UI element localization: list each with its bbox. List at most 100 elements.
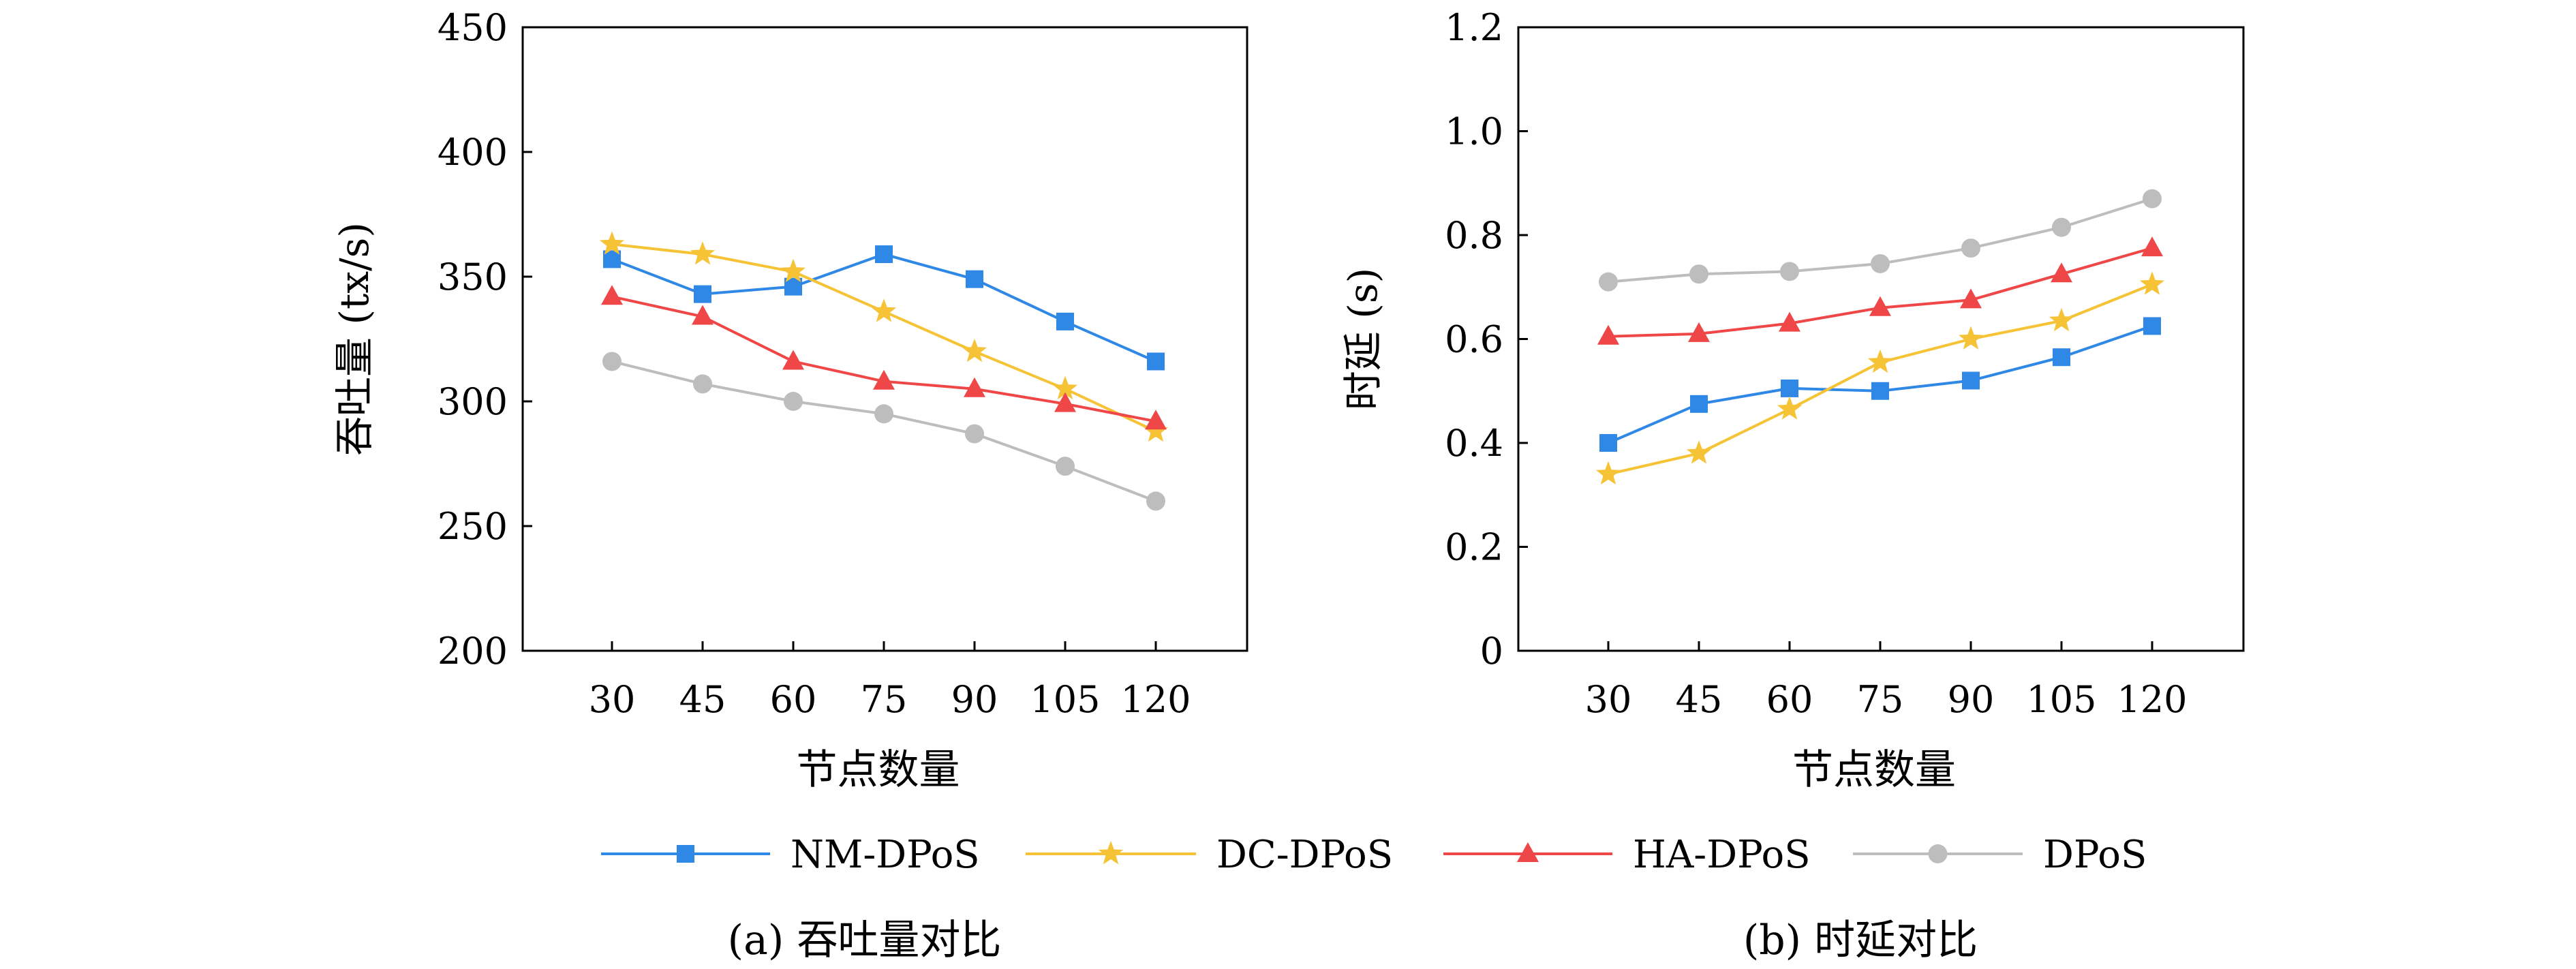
data-point xyxy=(1686,440,1712,464)
x-tick-label: 75 xyxy=(861,678,908,721)
x-tick-label: 45 xyxy=(679,678,726,721)
data-point xyxy=(1779,311,1800,332)
data-point xyxy=(1867,349,1893,373)
plot-frame xyxy=(1517,26,2245,652)
series-nm-dpos xyxy=(1599,317,2161,452)
data-point xyxy=(2051,262,2072,283)
legend-marker xyxy=(677,845,694,863)
data-point xyxy=(1599,272,1618,292)
legend-item-dc-dpos: DC-DPoS xyxy=(1026,833,1393,877)
legend-item-ha-dpos: HA-DPoS xyxy=(1443,833,1811,877)
x-tick-label: 120 xyxy=(2117,678,2187,721)
series-dc-dpos xyxy=(599,231,1169,442)
data-point xyxy=(1143,418,1169,442)
x-tick-label: 60 xyxy=(770,678,817,721)
data-point xyxy=(962,338,987,363)
data-point xyxy=(1145,410,1167,430)
data-point xyxy=(1595,461,1621,485)
y-tick-label: 450 xyxy=(438,6,508,49)
x-tick-label: 30 xyxy=(589,678,636,721)
y-tick-label: 1.2 xyxy=(1445,6,1503,49)
data-point xyxy=(2143,317,2161,335)
x-tick-label: 105 xyxy=(2026,678,2096,721)
y-tick-label: 0.8 xyxy=(1445,214,1503,257)
data-point xyxy=(1054,392,1076,412)
x-tick-label: 120 xyxy=(1120,678,1191,721)
series-dc-dpos xyxy=(1595,271,2165,485)
x-axis-label: 节点数量 xyxy=(797,746,960,794)
y-tick-label: 1.0 xyxy=(1445,110,1503,153)
series-ha-dpos xyxy=(1597,236,2163,345)
data-point xyxy=(1689,264,1708,284)
y-tick-label: 0.4 xyxy=(1445,422,1503,465)
x-tick-label: 90 xyxy=(1948,678,1995,721)
chart-panel-latency: 0 0.2 0.4 0.6 0.8 1.0 1.2 30 45 60 75 90 105 120 节点数量 时… xyxy=(1340,6,2245,964)
legend-label: DPoS xyxy=(2043,833,2147,877)
data-point xyxy=(693,374,712,394)
data-point xyxy=(599,231,625,255)
data-point xyxy=(1960,288,1982,309)
data-point xyxy=(1597,324,1619,345)
data-point xyxy=(1871,253,1890,273)
y-tick-label: 0.6 xyxy=(1445,318,1503,361)
legend-label: DC-DPoS xyxy=(1216,833,1393,877)
data-point xyxy=(780,258,806,283)
y-tick-label: 0 xyxy=(1480,630,1503,673)
plot-frame xyxy=(521,26,1248,652)
data-point xyxy=(1958,326,1984,350)
data-point xyxy=(1780,262,1799,281)
data-point xyxy=(1871,382,1889,400)
data-point xyxy=(873,369,895,390)
data-point xyxy=(782,350,804,370)
data-point xyxy=(1781,379,1798,397)
legend-marker xyxy=(1928,844,1948,863)
data-point xyxy=(1599,434,1617,452)
x-axis-label: 节点数量 xyxy=(1792,746,1956,794)
series-line xyxy=(611,243,1156,433)
x-tick-label: 45 xyxy=(1676,678,1723,721)
series-dpos xyxy=(1599,189,2162,292)
y-tick-label: 350 xyxy=(438,256,508,298)
x-tick-label: 30 xyxy=(1585,678,1632,721)
chart-panel-throughput: 200 250 300 350 400 450 30 45 60 75 90 105 120 节点数量 吞吐… xyxy=(331,6,1248,964)
y-axis-label: 时延 (s) xyxy=(1340,268,1386,410)
y-tick-label: 0.2 xyxy=(1445,526,1503,569)
data-point xyxy=(2049,307,2074,332)
data-point xyxy=(1052,375,1078,400)
data-point xyxy=(1688,322,1710,342)
data-point xyxy=(871,298,897,322)
data-point xyxy=(784,392,803,411)
data-point xyxy=(1962,371,1980,390)
data-point xyxy=(1056,457,1075,476)
data-point xyxy=(1056,312,1074,330)
data-point xyxy=(2143,189,2162,209)
x-tick-label: 90 xyxy=(951,678,998,721)
x-tick-label: 105 xyxy=(1030,678,1100,721)
legend-label: HA-DPoS xyxy=(1633,833,1811,877)
data-point xyxy=(1146,491,1165,511)
y-tick-label: 250 xyxy=(438,505,508,548)
legend-item-dpos: DPoS xyxy=(1853,833,2147,877)
data-point xyxy=(690,241,716,265)
data-point xyxy=(966,270,983,288)
data-point xyxy=(602,352,622,371)
data-point xyxy=(601,285,623,305)
legend-marker xyxy=(1517,842,1539,862)
data-point xyxy=(874,404,893,424)
data-point xyxy=(692,305,714,325)
y-tick-label: 300 xyxy=(438,380,508,423)
data-point xyxy=(1690,395,1708,413)
y-axis-label: 吞吐量 (tx/s) xyxy=(331,222,378,456)
legend: NM-DPoS DC-DPoS HA-DPoS DPoS xyxy=(601,833,2147,877)
data-point xyxy=(2139,271,2165,295)
data-point xyxy=(694,285,711,303)
data-point xyxy=(2052,217,2071,237)
series-nm-dpos xyxy=(603,245,1165,371)
data-point xyxy=(2141,236,2163,257)
data-point xyxy=(2053,348,2070,367)
series-ha-dpos xyxy=(601,285,1167,430)
legend-marker xyxy=(1098,841,1124,865)
data-point xyxy=(1869,296,1891,316)
x-tick-label: 60 xyxy=(1766,678,1813,721)
